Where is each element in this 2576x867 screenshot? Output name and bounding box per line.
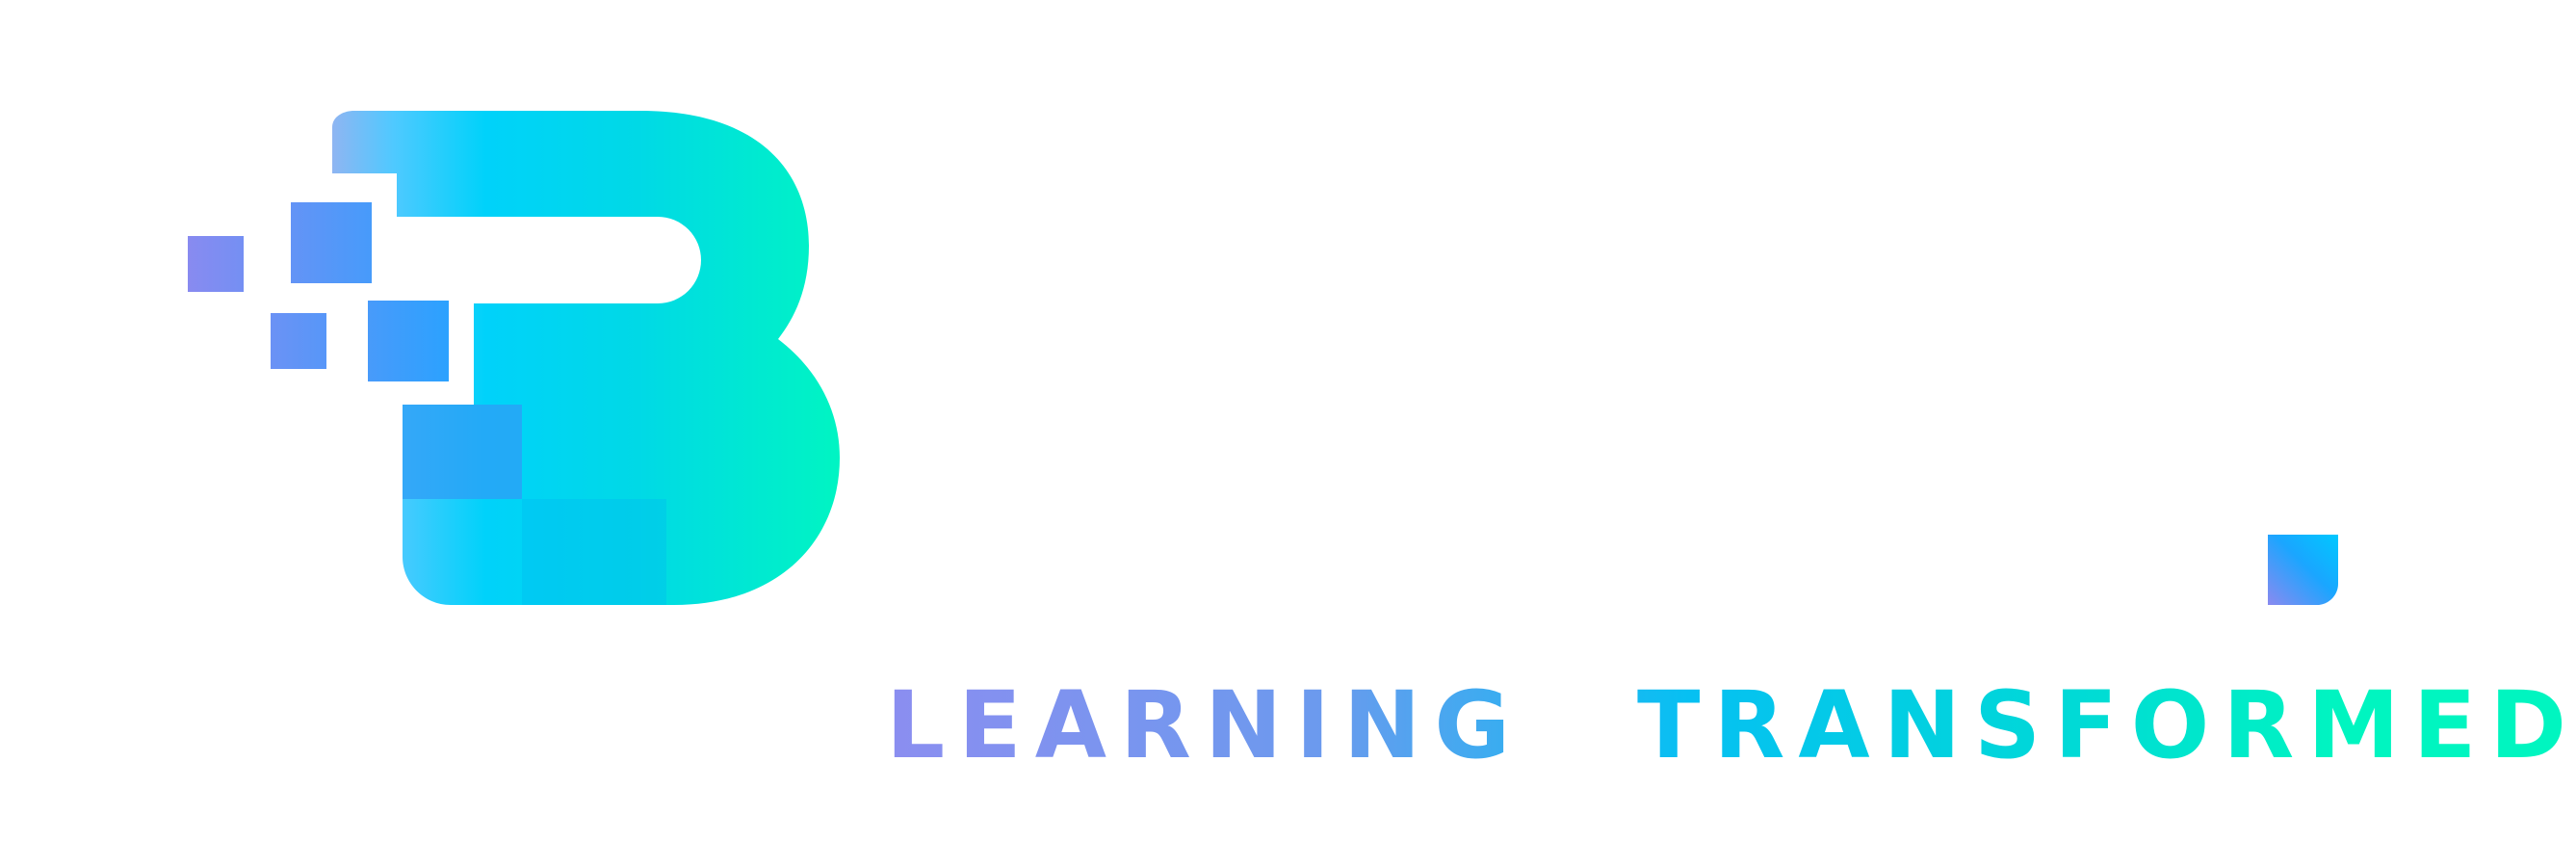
- pixel-squares-icon: [188, 202, 449, 381]
- tagline-word-transformed: TRANSFORMED: [1637, 671, 2576, 779]
- letter-b-mark: [332, 111, 840, 605]
- tagline-word-learning: LEARNING: [886, 671, 1523, 779]
- square-dot-icon: [2268, 535, 2338, 605]
